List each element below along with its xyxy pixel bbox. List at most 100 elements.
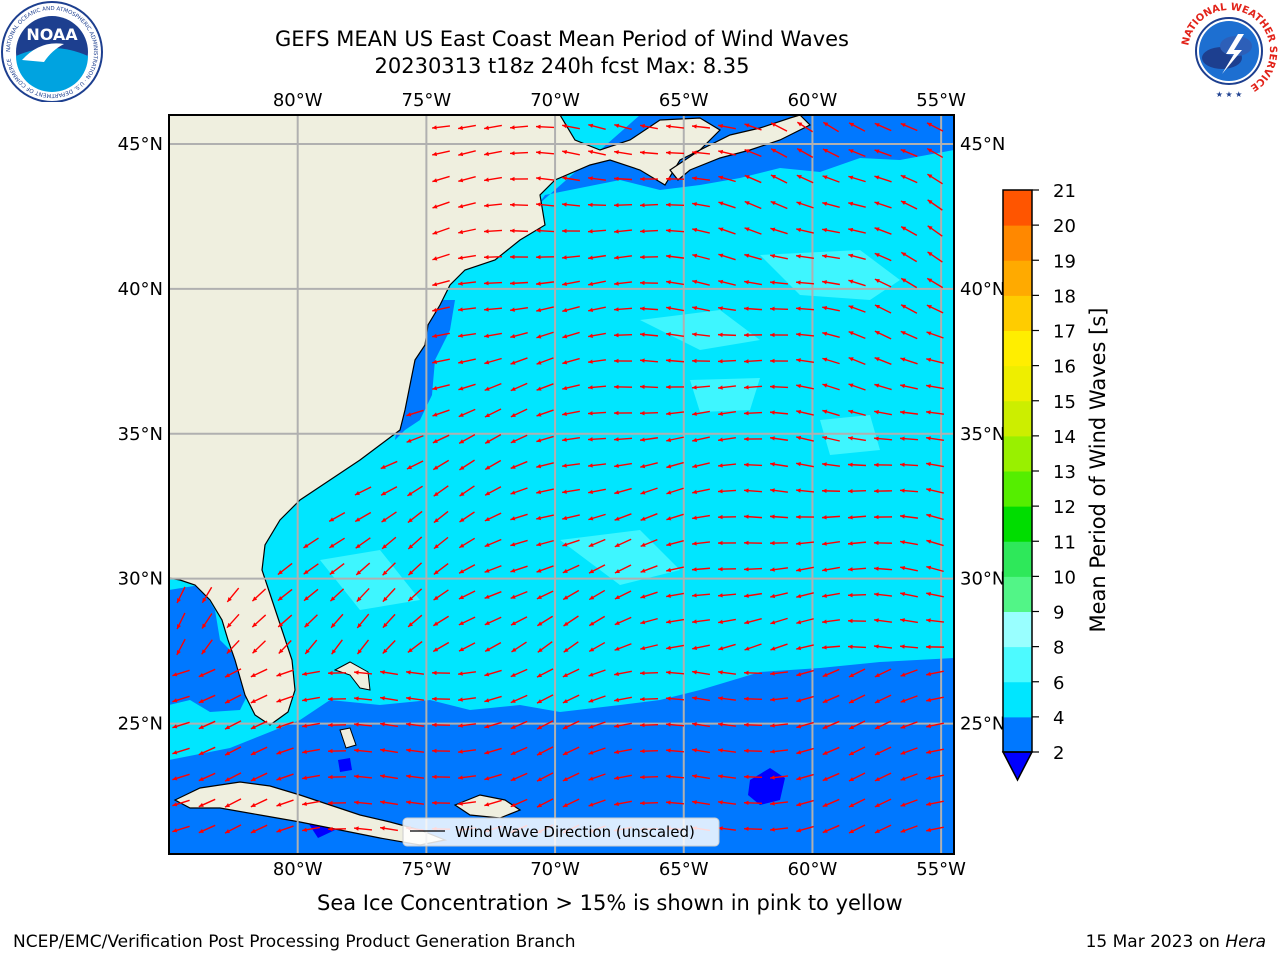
- wind-wave-arrow: [457, 723, 477, 728]
- wind-wave-arrow: [822, 357, 840, 365]
- colorbar-tick-label: 17: [1053, 322, 1076, 343]
- wind-wave-arrow: [900, 591, 918, 598]
- wind-wave-arrow: [250, 798, 268, 808]
- wind-wave-arrow: [431, 800, 451, 806]
- wind-wave-arrow: [172, 747, 190, 755]
- wind-wave-arrow: [457, 333, 477, 338]
- wind-wave-arrow: [822, 305, 840, 312]
- wind-wave-arrow: [717, 514, 737, 520]
- wind-wave-arrow: [666, 487, 684, 495]
- wind-wave-arrow: [457, 671, 477, 676]
- noaa-logo-text: NOAA: [26, 25, 78, 44]
- wind-wave-arrow: [769, 488, 789, 493]
- wind-wave-arrow: [484, 669, 502, 677]
- wind-wave-arrow: [900, 695, 918, 703]
- wind-wave-arrow: [562, 176, 580, 182]
- wind-wave-arrow: [665, 411, 685, 416]
- wind-wave-arrow: [276, 695, 294, 703]
- wind-wave-arrow: [821, 515, 841, 520]
- wind-wave-arrow: [821, 541, 841, 546]
- wind-wave-arrow: [172, 669, 190, 677]
- wind-wave-arrow: [536, 798, 554, 808]
- wind-wave-arrow: [900, 747, 918, 755]
- wind-wave-arrow: [874, 357, 892, 365]
- wind-wave-arrow: [717, 410, 737, 416]
- wind-wave-arrow: [692, 305, 710, 312]
- wind-wave-arrow: [302, 722, 320, 728]
- wind-wave-arrow: [432, 384, 450, 391]
- wind-wave-arrow: [613, 384, 633, 390]
- wind-wave-arrow: [874, 252, 892, 262]
- wind-wave-arrow: [848, 798, 866, 808]
- wind-wave-arrow: [457, 281, 477, 286]
- wind-wave-arrow: [640, 462, 658, 469]
- wind-wave-arrow: [717, 489, 737, 494]
- wind-wave-arrow: [770, 592, 788, 599]
- wind-wave-arrow: [744, 643, 762, 651]
- wind-wave-arrow: [431, 696, 451, 702]
- wind-wave-arrow: [587, 411, 607, 416]
- wind-wave-arrow: [198, 694, 216, 704]
- wind-wave-arrow: [562, 331, 580, 339]
- wind-wave-arrow: [176, 638, 186, 656]
- lon-label-bottom: 75°W: [402, 859, 452, 880]
- wind-wave-arrow: [587, 359, 607, 364]
- wind-wave-arrow: [433, 485, 449, 497]
- footer-date-text: 15 Mar 2023 on: [1085, 932, 1226, 952]
- wind-wave-arrow: [926, 722, 944, 729]
- wind-wave-arrow: [822, 280, 840, 286]
- wind-wave-arrow: [926, 357, 944, 364]
- wind-wave-arrow: [588, 488, 606, 494]
- lon-label-bottom: 80°W: [273, 859, 323, 880]
- wind-wave-arrow: [329, 537, 345, 549]
- wind-wave-arrow: [743, 488, 763, 493]
- wind-wave-arrow: [925, 618, 945, 623]
- land-bahamas: [333, 661, 371, 749]
- wind-wave-arrow: [587, 176, 607, 181]
- wind-wave-arrow: [743, 306, 763, 311]
- wind-wave-arrow: [198, 720, 216, 730]
- wind-wave-arrow: [822, 772, 840, 782]
- wind-wave-arrow: [769, 775, 789, 780]
- vector-legend-label: Wind Wave Direction (unscaled): [455, 823, 695, 841]
- wind-wave-arrow: [796, 747, 814, 755]
- wind-wave-arrow: [510, 616, 528, 626]
- wind-wave-arrow: [588, 332, 606, 338]
- colorbar-segment: [1003, 330, 1032, 367]
- wind-wave-arrow: [381, 536, 397, 550]
- wind-wave-arrow: [822, 668, 840, 678]
- wind-wave-arrow: [743, 567, 763, 572]
- wind-wave-arrow: [278, 640, 292, 654]
- wind-wave-arrow: [250, 720, 268, 730]
- wind-wave-arrow: [483, 229, 503, 234]
- wind-wave-arrow: [613, 332, 633, 338]
- colorbar-segment: [1003, 295, 1032, 331]
- wind-wave-arrow: [639, 203, 659, 208]
- wind-wave-arrow: [848, 772, 866, 782]
- wind-wave-arrow: [484, 357, 502, 365]
- wind-wave-arrow: [406, 409, 424, 417]
- wind-wave-arrow: [743, 696, 763, 702]
- wind-wave-arrow: [770, 200, 788, 210]
- wind-wave-arrow: [510, 668, 528, 678]
- wind-wave-arrow: [848, 668, 866, 678]
- wind-wave-arrow: [405, 800, 425, 805]
- wind-wave-arrow: [822, 409, 840, 417]
- lon-label-top: 60°W: [788, 90, 838, 111]
- wind-wave-arrow: [587, 437, 607, 442]
- wind-wave-arrow: [666, 461, 684, 469]
- wind-wave-arrow: [562, 564, 580, 574]
- wind-wave-arrow: [382, 587, 396, 603]
- wind-wave-arrow: [613, 202, 633, 208]
- wind-wave-arrow: [510, 332, 528, 339]
- wind-wave-arrow: [380, 486, 398, 496]
- wind-wave-arrow: [926, 539, 944, 547]
- colorbar-segment: [1003, 541, 1032, 577]
- wind-wave-arrow: [277, 614, 293, 628]
- wind-wave-arrow: [614, 748, 632, 754]
- wind-wave-arrow: [431, 125, 451, 130]
- wind-wave-arrow: [639, 696, 659, 702]
- wind-wave-arrow: [613, 437, 633, 442]
- wind-wave-arrow: [303, 537, 319, 549]
- wind-wave-arrow: [821, 619, 841, 624]
